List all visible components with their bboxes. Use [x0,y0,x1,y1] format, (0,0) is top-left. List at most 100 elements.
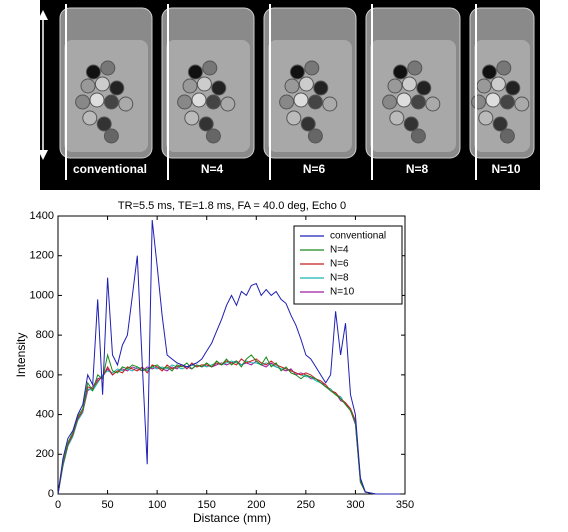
phantom-vial [94,76,110,92]
phantom-vial [289,64,305,80]
phantom-vial [410,128,426,144]
phantom-vial [471,94,487,110]
phantom-vial [177,94,193,110]
panel-label: N=4 [201,162,224,176]
legend-label: N=8 [330,273,349,284]
phantom-images: conventional N=4 N=6 N=8 N=10 [59,4,535,180]
phantom-body [166,40,250,152]
chart-title: TR=5.5 ms, TE=1.8 ms, FA = 40.0 deg, Ech… [118,200,346,212]
phantom-vial [85,64,101,80]
phantom-vial [191,92,207,108]
phantom-vial [187,64,203,80]
panel-label: N=8 [406,162,429,176]
phantom-vial [496,60,512,76]
panel-label: N=10 [491,162,520,176]
phantom-vial [118,96,134,112]
phantom-vial [202,60,218,76]
phantom-vial [220,96,236,112]
phantom-vial [211,80,227,96]
phantom-vial [284,78,300,94]
legend-label: conventional [330,231,386,242]
y-tick-label: 1200 [30,250,54,262]
scale-label: 300 mm [22,58,36,103]
phantom-vial [505,80,521,96]
phantom-vial [279,94,295,110]
phantom-vial [307,128,323,144]
phantom-vial [425,96,441,112]
phantom-vial [403,116,419,132]
phantom-vial [387,78,403,94]
phantom-vial [313,80,329,96]
phantom-vial [485,92,501,108]
plot-area [57,215,406,495]
x-tick-label: 250 [297,499,315,511]
phantom-vial [396,92,412,108]
y-tick-label: 1400 [30,210,54,222]
phantom-vial [96,116,112,132]
phantom-body [268,40,352,152]
series-line [57,353,400,495]
x-tick-label: 0 [55,499,61,511]
x-axis-label: Distance (mm) [193,511,271,525]
phantom-vial [198,116,214,132]
phantom-vial [410,94,426,110]
phantom-vial [100,60,116,76]
x-tick-label: 150 [198,499,216,511]
phantom-vial [401,76,417,92]
phantom-vial [182,78,198,94]
phantom-vial [478,110,494,126]
phantom-vial [103,128,119,144]
phantom-vial [89,92,105,108]
phantom-vial [205,94,221,110]
y-axis-label: Intensity [14,333,28,378]
legend-label: N=6 [330,259,349,270]
phantom-vial [196,76,212,92]
x-tick-label: 200 [247,499,265,511]
x-tick-label: 300 [346,499,364,511]
phantom-vial [82,110,98,126]
series-line [57,219,400,495]
phantom-vial [109,80,125,96]
phantom-vial [184,110,200,126]
phantom-vial [392,64,408,80]
y-tick-label: 600 [36,369,54,381]
x-tick-label: 100 [148,499,166,511]
y-tick-label: 0 [48,488,54,500]
panel-label: conventional [73,162,147,176]
phantom-vial [293,92,309,108]
phantom-vial [298,76,314,92]
phantom-vial [476,78,492,94]
y-tick-label: 400 [36,408,54,420]
phantom-body [64,40,148,152]
phantom-vial [307,94,323,110]
y-tick-label: 1000 [30,289,54,301]
phantom-body [370,40,456,152]
phantom-vial [389,110,405,126]
y-tick-label: 200 [36,448,54,460]
phantom-vial [407,60,423,76]
phantom-vial [75,94,91,110]
phantom-vial [499,94,515,110]
phantom-vial [205,128,221,144]
phantom-vial [514,96,530,112]
phantom-vial [492,116,508,132]
y-tick-label: 800 [36,329,54,341]
phantom-vial [382,94,398,110]
legend-label: N=4 [330,245,349,256]
phantom-vial [416,80,432,96]
x-tick-label: 350 [396,499,414,511]
phantom-vial [322,96,338,112]
phantom-vial [103,94,119,110]
legend-label: N=10 [330,287,355,298]
phantom-vial [499,128,515,144]
phantom-vial [286,110,302,126]
phantom-vial [304,60,320,76]
phantom-vial [490,76,506,92]
phantom-vial [300,116,316,132]
phantom-vial [481,64,497,80]
phantom-vial [80,78,96,94]
x-tick-label: 50 [101,499,113,511]
panel-label: N=6 [303,162,326,176]
